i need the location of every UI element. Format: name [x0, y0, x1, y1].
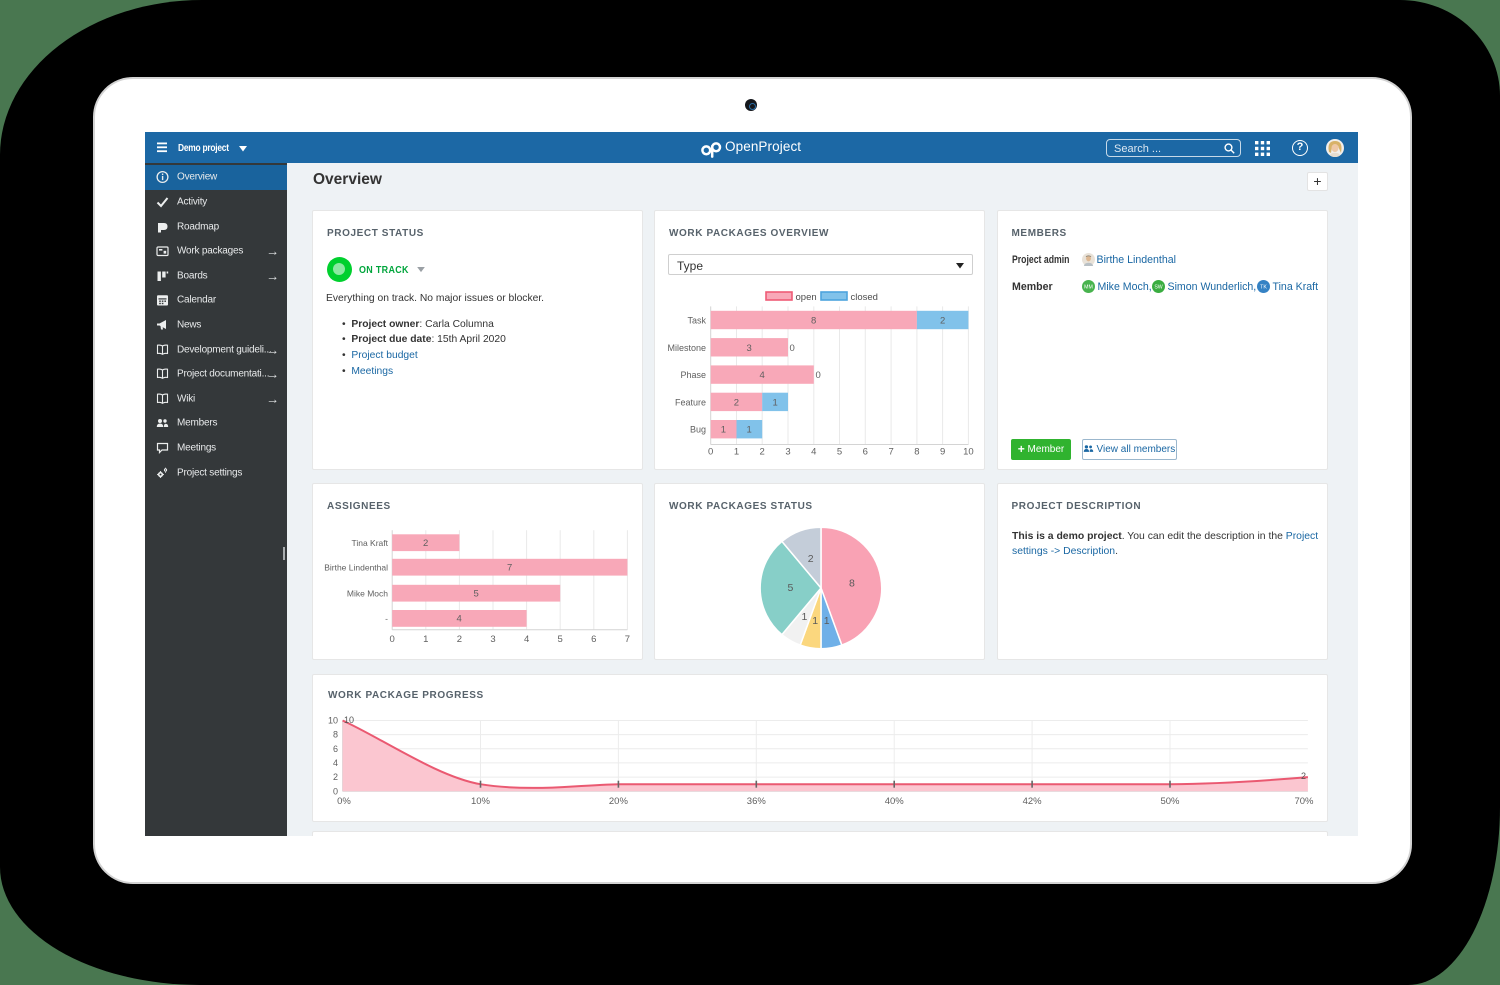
svg-text:closed: closed — [851, 292, 878, 303]
svg-text:SW: SW — [1154, 284, 1162, 290]
svg-text:7: 7 — [888, 447, 893, 458]
svg-text:MM: MM — [1084, 284, 1093, 290]
svg-text:0: 0 — [333, 786, 338, 796]
svg-text:1: 1 — [802, 611, 808, 623]
svg-text:8: 8 — [811, 316, 816, 327]
svg-text:2: 2 — [457, 634, 462, 645]
svg-text:2: 2 — [1301, 771, 1306, 781]
svg-text:Feature: Feature — [675, 397, 706, 407]
svg-text:4: 4 — [524, 634, 529, 645]
svg-text:10: 10 — [344, 715, 354, 725]
svg-text:10: 10 — [963, 447, 974, 458]
svg-text:5: 5 — [558, 634, 563, 645]
svg-text:4: 4 — [811, 447, 816, 458]
svg-text:4: 4 — [457, 614, 462, 625]
svg-text:Birthe Lindenthal: Birthe Lindenthal — [324, 563, 388, 573]
svg-text:8: 8 — [914, 447, 919, 458]
svg-text:1: 1 — [773, 397, 778, 408]
svg-text:7: 7 — [507, 563, 512, 574]
svg-text:5: 5 — [788, 582, 794, 594]
svg-text:36%: 36% — [747, 796, 767, 807]
svg-text:-: - — [385, 614, 388, 624]
svg-text:1: 1 — [824, 615, 830, 627]
svg-text:1: 1 — [747, 425, 752, 436]
svg-text:6: 6 — [863, 447, 868, 458]
svg-text:8: 8 — [849, 578, 855, 590]
svg-text:4: 4 — [333, 757, 338, 767]
svg-text:50%: 50% — [1160, 796, 1180, 807]
svg-text:5: 5 — [837, 447, 842, 458]
svg-text:20%: 20% — [609, 796, 629, 807]
svg-text:0: 0 — [816, 370, 821, 381]
svg-text:10%: 10% — [471, 796, 491, 807]
svg-text:2: 2 — [333, 772, 338, 782]
svg-text:2: 2 — [423, 538, 428, 549]
svg-text:7: 7 — [625, 634, 630, 645]
svg-text:1: 1 — [423, 634, 428, 645]
svg-text:0: 0 — [790, 343, 795, 354]
svg-text:2: 2 — [734, 397, 739, 408]
svg-text:5: 5 — [474, 589, 479, 600]
svg-text:42%: 42% — [1023, 796, 1043, 807]
svg-text:TK: TK — [1260, 284, 1267, 290]
svg-text:1: 1 — [812, 615, 818, 627]
svg-text:40%: 40% — [885, 796, 905, 807]
svg-text:Mike Moch: Mike Moch — [347, 589, 388, 599]
svg-text:6: 6 — [591, 634, 596, 645]
svg-text:2: 2 — [760, 447, 765, 458]
svg-text:70%: 70% — [1294, 796, 1314, 807]
svg-text:9: 9 — [940, 447, 945, 458]
svg-text:6: 6 — [333, 743, 338, 753]
svg-text:Tina Kraft: Tina Kraft — [351, 538, 388, 548]
svg-text:open: open — [796, 292, 817, 303]
svg-text:2: 2 — [940, 316, 945, 327]
svg-text:3: 3 — [785, 447, 790, 458]
svg-text:10: 10 — [328, 715, 338, 725]
svg-text:Bug: Bug — [690, 425, 706, 435]
svg-text:Phase: Phase — [680, 370, 706, 380]
svg-text:1: 1 — [721, 425, 726, 436]
svg-text:0%: 0% — [337, 796, 351, 807]
svg-text:3: 3 — [747, 343, 752, 354]
svg-text:0: 0 — [390, 634, 395, 645]
svg-text:8: 8 — [333, 729, 338, 739]
svg-text:1: 1 — [734, 447, 739, 458]
svg-text:2: 2 — [808, 553, 814, 565]
svg-text:Milestone: Milestone — [667, 343, 706, 353]
svg-text:0: 0 — [708, 447, 713, 458]
svg-text:4: 4 — [760, 370, 765, 381]
svg-text:3: 3 — [490, 634, 495, 645]
svg-text:Task: Task — [687, 316, 706, 326]
